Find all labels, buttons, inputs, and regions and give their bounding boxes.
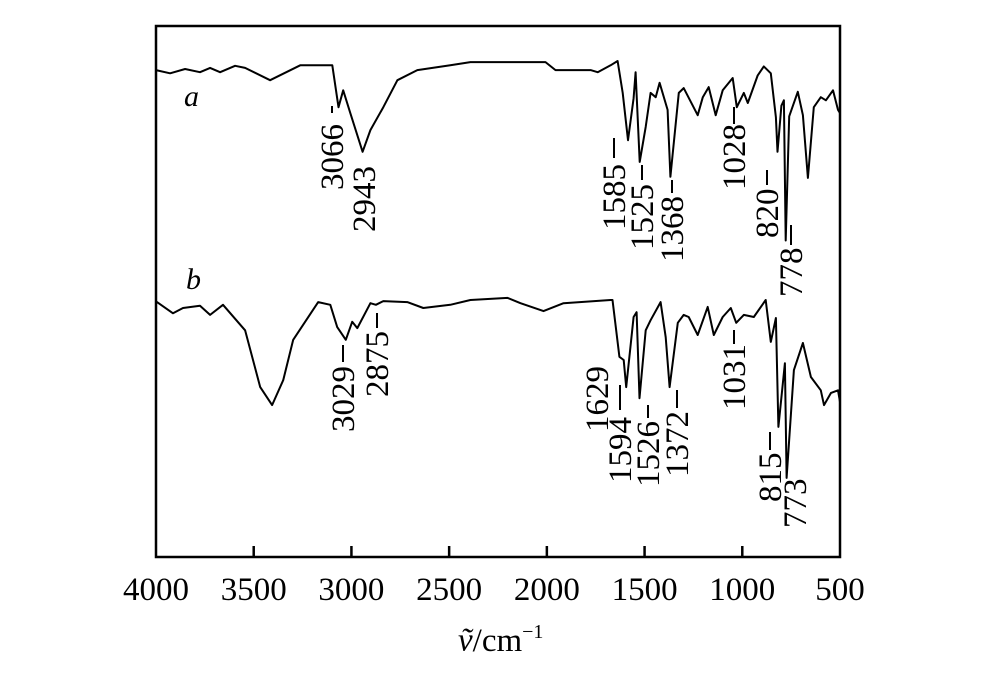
x-axis-exponent: −1 — [522, 621, 543, 643]
peak-label: 1526 — [631, 421, 667, 487]
curve-label-a: a — [184, 80, 199, 113]
peak-label: 3029 — [326, 366, 362, 432]
x-tick-label: 4000 — [123, 572, 189, 608]
spectra — [155, 60, 841, 479]
x-tick-label: 500 — [815, 572, 865, 608]
x-axis-symbol: ṽ — [458, 623, 474, 659]
peak-label: 1594 — [603, 417, 639, 483]
curve-label-b: b — [186, 263, 201, 296]
x-axis-title: ṽ/cm−1 — [458, 621, 543, 659]
x-tick-label: 2500 — [416, 572, 482, 608]
peak-label: 1372 — [660, 411, 696, 477]
x-ticks: 4000 3500 3000 2500 2000 1500 1000 500 — [123, 546, 865, 608]
x-tick-label: 1500 — [612, 572, 678, 608]
peak-label: 1585 — [597, 164, 633, 230]
x-tick-label: 3500 — [221, 572, 287, 608]
plot-frame — [154, 24, 842, 559]
x-axis-unit: /cm — [473, 623, 523, 659]
peak-label: 820 — [750, 189, 786, 239]
peak-label: 1368 — [655, 196, 691, 262]
x-tick-label: 1000 — [709, 572, 775, 608]
peak-label: 1028 — [717, 124, 753, 190]
peak-label: 1629 — [580, 366, 616, 432]
x-tick-label: 3000 — [318, 572, 384, 608]
peak-label: 1525 — [625, 184, 661, 250]
peak-label: 1031 — [717, 344, 753, 410]
peak-label: 815 — [753, 453, 789, 503]
peak-label: 2875 — [360, 331, 396, 397]
x-tick-label: 2000 — [514, 572, 580, 608]
spectrum-line-b — [155, 296, 841, 479]
peak-label: 3066 — [315, 124, 351, 190]
peak-label: 2943 — [347, 166, 383, 232]
spectrum-line-a — [155, 60, 841, 242]
peak-label: 773 — [778, 479, 814, 529]
peak-label: 778 — [774, 248, 810, 298]
